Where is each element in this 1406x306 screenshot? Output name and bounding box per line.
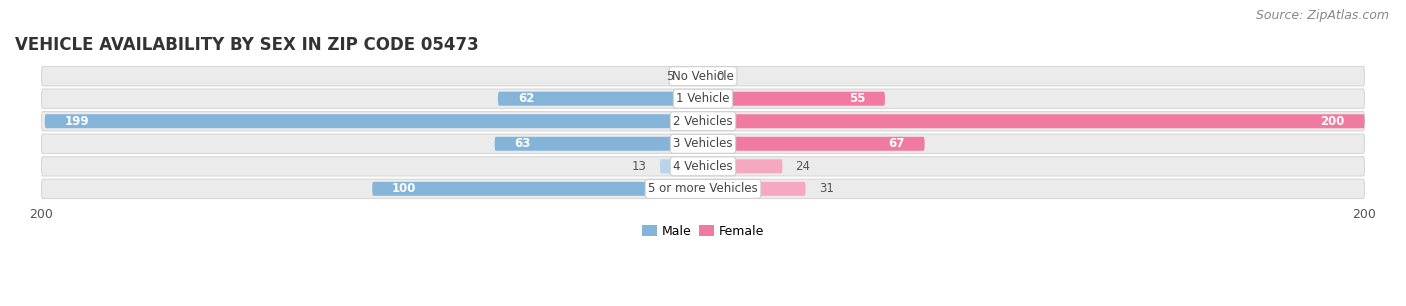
Text: 100: 100 — [392, 182, 416, 195]
FancyBboxPatch shape — [703, 182, 806, 196]
Text: 4 Vehicles: 4 Vehicles — [673, 160, 733, 173]
FancyBboxPatch shape — [495, 137, 703, 151]
Text: 2 Vehicles: 2 Vehicles — [673, 115, 733, 128]
Text: 62: 62 — [517, 92, 534, 105]
FancyBboxPatch shape — [41, 134, 1365, 154]
Text: 67: 67 — [889, 137, 905, 150]
Text: 199: 199 — [65, 115, 89, 128]
FancyBboxPatch shape — [41, 179, 1365, 199]
Text: 63: 63 — [515, 137, 531, 150]
Text: 5 or more Vehicles: 5 or more Vehicles — [648, 182, 758, 195]
FancyBboxPatch shape — [659, 159, 703, 173]
Text: 24: 24 — [796, 160, 811, 173]
FancyBboxPatch shape — [41, 66, 1365, 86]
FancyBboxPatch shape — [686, 69, 703, 83]
FancyBboxPatch shape — [703, 159, 782, 173]
Text: No Vehicle: No Vehicle — [672, 70, 734, 83]
FancyBboxPatch shape — [45, 114, 703, 128]
Legend: Male, Female: Male, Female — [637, 220, 769, 243]
FancyBboxPatch shape — [373, 182, 703, 196]
Text: 1 Vehicle: 1 Vehicle — [676, 92, 730, 105]
Text: 3 Vehicles: 3 Vehicles — [673, 137, 733, 150]
FancyBboxPatch shape — [41, 112, 1365, 131]
Text: 0: 0 — [716, 70, 724, 83]
FancyBboxPatch shape — [703, 114, 1365, 128]
Text: 5: 5 — [666, 70, 673, 83]
FancyBboxPatch shape — [703, 92, 884, 106]
Text: 55: 55 — [849, 92, 865, 105]
Text: 31: 31 — [818, 182, 834, 195]
FancyBboxPatch shape — [41, 89, 1365, 108]
Text: 13: 13 — [631, 160, 647, 173]
Text: 200: 200 — [1320, 115, 1344, 128]
FancyBboxPatch shape — [41, 157, 1365, 176]
Text: Source: ZipAtlas.com: Source: ZipAtlas.com — [1256, 9, 1389, 22]
FancyBboxPatch shape — [703, 137, 925, 151]
Text: VEHICLE AVAILABILITY BY SEX IN ZIP CODE 05473: VEHICLE AVAILABILITY BY SEX IN ZIP CODE … — [15, 36, 479, 54]
FancyBboxPatch shape — [498, 92, 703, 106]
